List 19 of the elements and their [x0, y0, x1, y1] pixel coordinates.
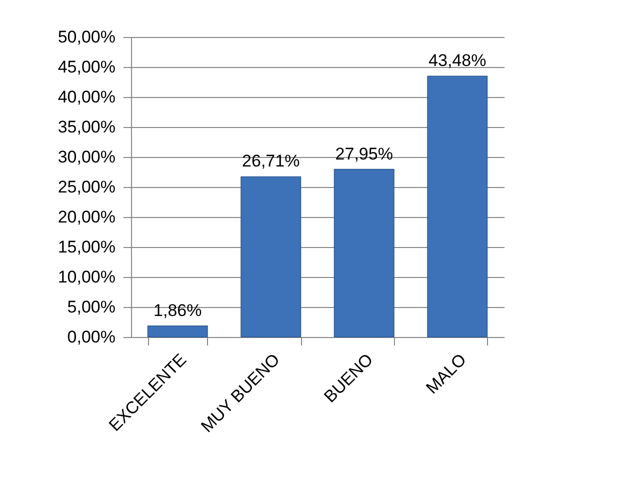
y-tick-label: 40,00% — [58, 88, 116, 106]
y-tick-label: 0,00% — [67, 328, 116, 346]
bar — [240, 176, 302, 338]
y-tick-label: 10,00% — [58, 268, 116, 286]
y-tick-label: 30,00% — [58, 148, 116, 166]
bar — [147, 325, 208, 338]
y-tick-label: 45,00% — [58, 58, 116, 76]
data-label: 43,48% — [428, 51, 486, 70]
y-tick-label: 20,00% — [58, 208, 116, 226]
bar — [427, 76, 488, 338]
y-tick-label: 15,00% — [58, 238, 116, 256]
y-tick-label: 5,00% — [67, 298, 116, 316]
data-label: 26,71% — [242, 152, 300, 171]
y-tick-label: 25,00% — [58, 178, 116, 196]
data-label: 1,86% — [154, 300, 202, 320]
bar — [334, 168, 394, 338]
y-tick-label: 35,00% — [58, 118, 116, 136]
y-tick-label: 50,00% — [58, 28, 116, 46]
data-label: 27,95% — [335, 144, 393, 164]
